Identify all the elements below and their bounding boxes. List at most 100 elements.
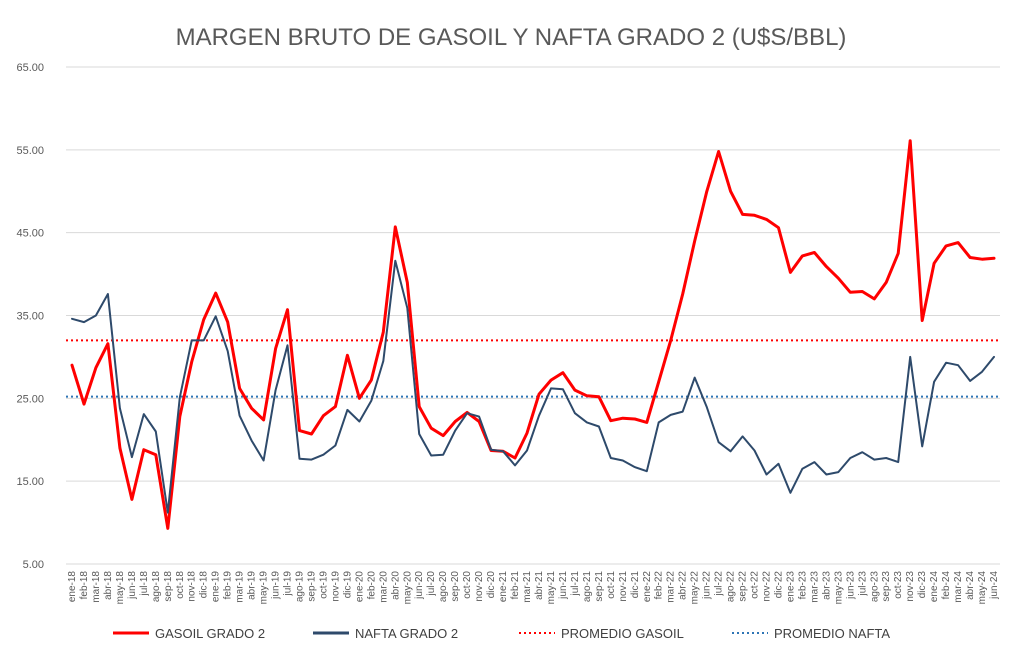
y-tick-label: 45.00	[16, 228, 44, 240]
x-tick-label: jun-22	[702, 571, 713, 600]
chart-title: MARGEN BRUTO DE GASOIL Y NAFTA GRADO 2 (…	[176, 24, 847, 51]
x-tick-label: jun-23	[845, 571, 856, 600]
x-tick-label: mar-20	[378, 571, 389, 603]
x-tick-label: dic-23	[917, 571, 928, 599]
x-tick-label: oct-18	[175, 571, 186, 599]
x-tick-label: abr-24	[965, 571, 976, 600]
y-tick-label: 5.00	[23, 559, 44, 571]
x-tick-label: jul-18	[139, 571, 150, 597]
x-tick-label: feb-19	[223, 571, 234, 600]
x-tick-label: ago-18	[151, 571, 162, 603]
x-tick-label: mar-24	[953, 571, 964, 603]
x-tick-label: ene-22	[642, 571, 653, 603]
legend-item-0: GASOIL GRADO 2	[113, 626, 265, 641]
x-tick-label: abr-20	[390, 571, 401, 600]
x-axis: ene-18 feb-18 mar-18 abr-18 may-18 jun-18 jul-…	[67, 571, 1000, 605]
x-tick-label: jun-21	[558, 571, 569, 600]
x-tick-label: ene-23	[785, 571, 796, 603]
x-tick-label: sep-19	[306, 571, 317, 602]
x-tick-label: nov-19	[330, 571, 341, 602]
x-tick-label: dic-21	[630, 571, 641, 599]
x-tick-label: oct-19	[318, 571, 329, 599]
x-tick-label: ene-19	[211, 571, 222, 603]
x-tick-label: may-22	[690, 571, 701, 605]
y-tick-label: 65.00	[16, 62, 44, 74]
x-tick-label: abr-22	[678, 571, 689, 600]
x-tick-label: may-21	[546, 571, 557, 605]
x-tick-label: feb-18	[79, 571, 90, 600]
x-tick-label: abr-18	[103, 571, 114, 600]
x-tick-label: nov-23	[905, 571, 916, 602]
x-tick-label: jul-21	[570, 571, 581, 597]
x-tick-label: oct-23	[893, 571, 904, 599]
legend-label: GASOIL GRADO 2	[155, 626, 265, 641]
legend-label: PROMEDIO GASOIL	[561, 626, 684, 641]
x-tick-label: may-19	[259, 571, 270, 605]
x-tick-label: ene-20	[354, 571, 365, 603]
series-0	[70, 139, 996, 530]
x-tick-label: abr-21	[534, 571, 545, 600]
x-tick-label: may-20	[402, 571, 413, 605]
gridlines	[66, 66, 1000, 565]
x-tick-label: jul-20	[426, 571, 437, 597]
x-tick-label: oct-22	[750, 571, 761, 599]
x-tick-label: ene-21	[498, 571, 509, 603]
series-line	[70, 139, 996, 530]
x-tick-label: oct-20	[462, 571, 473, 599]
x-tick-label: ene-18	[67, 571, 78, 603]
x-tick-label: ene-24	[929, 571, 940, 603]
x-tick-label: jun-19	[271, 571, 282, 600]
series-line	[71, 259, 995, 514]
x-tick-label: may-18	[115, 571, 126, 605]
x-tick-label: feb-20	[366, 571, 377, 600]
x-tick-label: may-23	[833, 571, 844, 605]
x-tick-label: ago-19	[295, 571, 306, 603]
y-tick-label: 35.00	[16, 311, 44, 323]
x-tick-label: nov-20	[474, 571, 485, 602]
x-tick-label: abr-19	[247, 571, 258, 600]
x-tick-label: sep-18	[163, 571, 174, 602]
x-tick-label: sep-23	[881, 571, 892, 602]
x-tick-label: nov-22	[762, 571, 773, 602]
y-tick-label: 15.00	[16, 476, 44, 488]
x-tick-label: feb-24	[941, 571, 952, 600]
x-tick-label: feb-23	[797, 571, 808, 600]
x-tick-label: feb-22	[654, 571, 665, 600]
x-tick-label: feb-21	[510, 571, 521, 600]
x-tick-label: jun-18	[127, 571, 138, 600]
x-tick-label: mar-19	[235, 571, 246, 603]
x-tick-label: sep-21	[594, 571, 605, 602]
x-tick-label: ago-23	[869, 571, 880, 603]
legend-item-3: PROMEDIO NAFTA	[732, 626, 890, 641]
x-tick-label: mar-23	[809, 571, 820, 603]
y-tick-label: 25.00	[16, 393, 44, 405]
x-tick-label: nov-18	[187, 571, 198, 602]
x-tick-label: ago-22	[726, 571, 737, 603]
legend-label: NAFTA GRADO 2	[355, 626, 458, 641]
legend-label: PROMEDIO NAFTA	[774, 626, 890, 641]
series-1	[71, 259, 995, 514]
average-lines	[66, 339, 1000, 398]
x-tick-label: dic-20	[486, 571, 497, 599]
x-tick-label: jun-20	[414, 571, 425, 600]
y-axis: 5.00 15.00 25.00 35.00 45.00 55.00 65.00	[16, 62, 44, 571]
y-tick-label: 55.00	[16, 145, 44, 157]
x-tick-label: dic-19	[342, 571, 353, 599]
x-tick-label: abr-23	[821, 571, 832, 600]
legend-item-1: NAFTA GRADO 2	[313, 626, 458, 641]
x-tick-label: ago-21	[582, 571, 593, 603]
legend-item-2: PROMEDIO GASOIL	[519, 626, 684, 641]
x-tick-label: mar-18	[91, 571, 102, 603]
series-lines	[70, 139, 996, 530]
x-tick-label: sep-22	[738, 571, 749, 602]
x-tick-label: dic-18	[199, 571, 210, 599]
x-tick-label: jul-23	[857, 571, 868, 597]
x-tick-label: sep-20	[450, 571, 461, 602]
x-tick-label: may-24	[977, 571, 988, 605]
x-tick-label: jul-22	[714, 571, 725, 597]
x-tick-label: oct-21	[606, 571, 617, 599]
x-tick-label: ago-20	[438, 571, 449, 603]
x-tick-label: jun-24	[989, 571, 1000, 600]
x-tick-label: mar-21	[522, 571, 533, 603]
